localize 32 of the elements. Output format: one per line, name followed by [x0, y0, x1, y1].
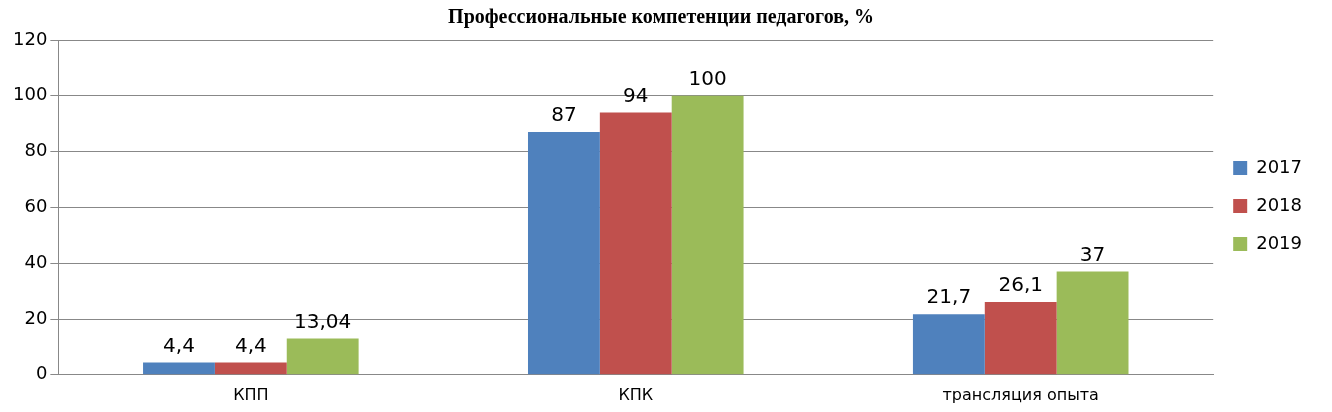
bar [599, 112, 672, 375]
bar [984, 301, 1057, 375]
y-tick-label: 80 [24, 139, 48, 161]
y-tick-label: 0 [35, 362, 48, 384]
y-tick-label: 20 [24, 306, 48, 328]
data-label: 26,1 [998, 272, 1043, 297]
data-label: 4,4 [234, 332, 267, 357]
legend-label: 2018 [1256, 193, 1302, 215]
bar [671, 95, 744, 375]
data-label: 94 [623, 82, 649, 107]
data-label: 37 [1079, 241, 1106, 266]
bar [527, 132, 600, 375]
data-label: 87 [551, 102, 577, 127]
bar [1056, 271, 1129, 375]
bar [214, 362, 287, 375]
bar [912, 314, 985, 375]
x-tick-label: КПК [618, 384, 654, 404]
y-tick-label: 100 [13, 83, 48, 105]
bar [143, 362, 215, 375]
data-label: 4,4 [163, 332, 195, 357]
chart-title: Профессиональные компетенции педагогов, % [448, 5, 874, 29]
legend-label: 2019 [1256, 231, 1302, 253]
y-tick-label: 60 [24, 195, 48, 217]
bar [286, 338, 359, 375]
data-label: 100 [688, 66, 727, 90]
y-tick-label: 120 [13, 27, 48, 49]
y-tick-label: 40 [24, 250, 48, 272]
data-label: 13,04 [294, 308, 352, 333]
legend-label: 2017 [1256, 155, 1302, 177]
x-tick-label: трансляция опыта [942, 384, 1099, 404]
x-tick-label: КПП [233, 384, 269, 404]
data-label: 21,7 [926, 284, 972, 309]
